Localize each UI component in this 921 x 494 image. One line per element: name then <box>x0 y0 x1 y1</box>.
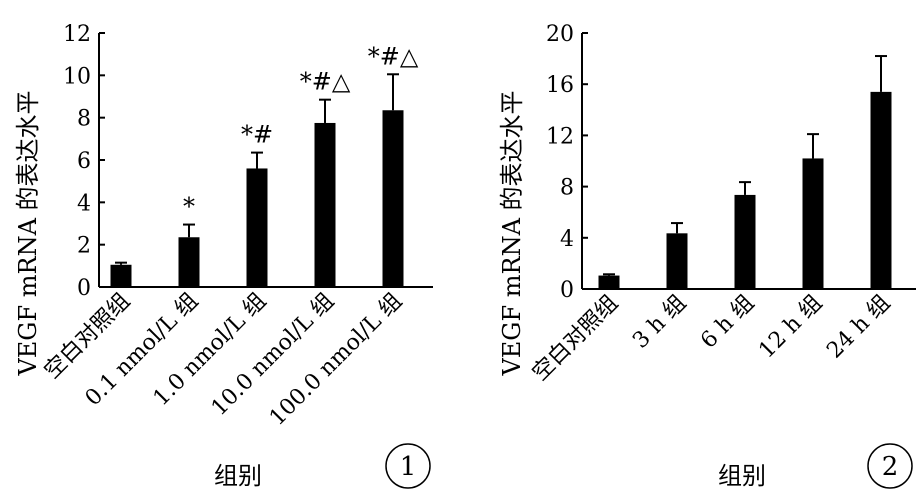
y-tick-label: 16 <box>546 73 574 98</box>
y-tick-label: 8 <box>560 176 574 201</box>
y-tick-label: 10 <box>63 64 91 89</box>
bar <box>802 158 824 289</box>
panel-number: 2 <box>882 452 899 482</box>
significance-marker: * <box>183 193 195 221</box>
panel-number-circle <box>385 443 431 489</box>
x-axis-title: 组别 <box>718 462 766 490</box>
bar <box>666 233 688 289</box>
y-tick-label: 0 <box>560 278 574 303</box>
y-tick-label: 8 <box>77 107 91 132</box>
y-tick-label: 0 <box>77 276 91 301</box>
y-tick-label: 2 <box>77 234 91 259</box>
panel-number: 1 <box>400 452 417 482</box>
bar <box>598 275 620 289</box>
category-label: 6 h 组 <box>696 291 759 354</box>
significance-marker: *#△ <box>300 68 351 96</box>
bar <box>870 91 892 289</box>
category-label: 24 h 组 <box>822 291 895 364</box>
y-tick-label: 20 <box>546 22 574 47</box>
bar <box>382 110 404 287</box>
category-label: 空白对照组 <box>528 291 623 386</box>
y-tick-label: 12 <box>546 124 574 149</box>
panel-number-circle <box>867 443 913 489</box>
y-tick-label: 4 <box>77 191 91 216</box>
category-label: 12 h 组 <box>754 291 827 364</box>
bar <box>178 237 200 287</box>
y-axis-title: VEGF mRNA 的表达水平 <box>498 90 526 376</box>
category-label: 3 h 组 <box>628 291 691 354</box>
category-label: 10.0 nmol/L 组 <box>207 289 339 421</box>
significance-marker: *#△ <box>368 42 419 70</box>
y-tick-label: 12 <box>63 22 91 47</box>
bar <box>246 168 268 287</box>
bar <box>734 194 756 289</box>
y-tick-label: 4 <box>560 227 574 252</box>
significance-marker: *# <box>241 121 273 149</box>
y-tick-label: 6 <box>77 149 91 174</box>
x-axis-title: 组别 <box>214 462 262 490</box>
category-label: 100.0 nmol/L 组 <box>265 289 407 431</box>
y-axis-title: VEGF mRNA 的表达水平 <box>14 90 42 376</box>
bar <box>314 122 336 287</box>
bar <box>110 264 132 287</box>
